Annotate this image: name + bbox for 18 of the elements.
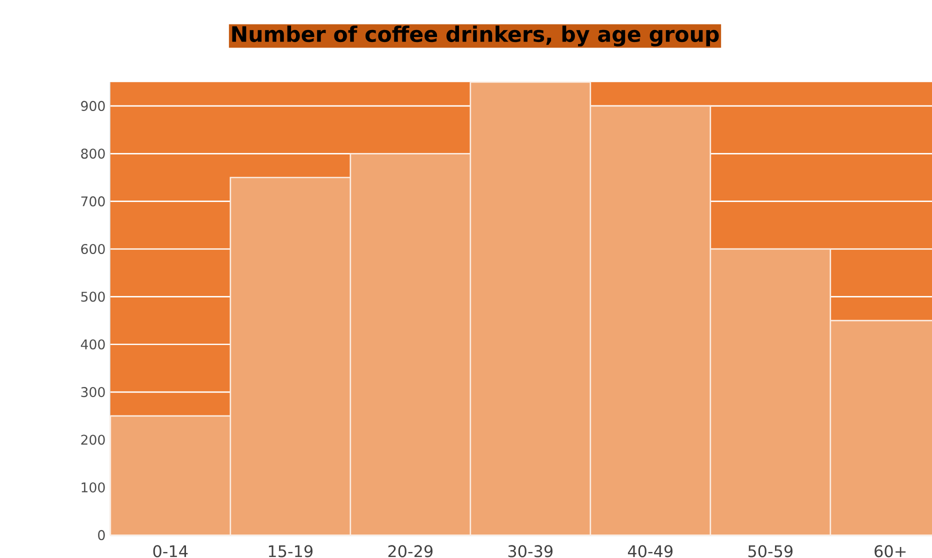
x-tick-label: 40-49 [628, 545, 673, 558]
x-tick-label: 50-59 [748, 545, 793, 558]
x-tick-label: 15-19 [268, 545, 313, 558]
y-tick-label: 900 [81, 100, 105, 112]
y-tick-label: 300 [81, 387, 105, 398]
y-tick-label: 0 [98, 530, 105, 540]
y-tick-label: 700 [81, 196, 105, 206]
y-tick-label: 200 [81, 434, 105, 445]
x-tick-label: 60+ [874, 545, 906, 558]
x-tick-label: 20-29 [388, 545, 433, 558]
x-tick-label: 30-39 [508, 545, 553, 558]
y-tick-label: 800 [81, 148, 105, 159]
y-tick-label: 100 [82, 482, 105, 492]
y-tick-label: 600 [81, 244, 105, 254]
y-tick-label: 500 [81, 292, 105, 302]
x-tick-label: 0-14 [153, 545, 188, 558]
y-tick-label: 400 [80, 339, 105, 350]
chart-title: Number of coffee drinkers, by age group [232, 26, 719, 46]
